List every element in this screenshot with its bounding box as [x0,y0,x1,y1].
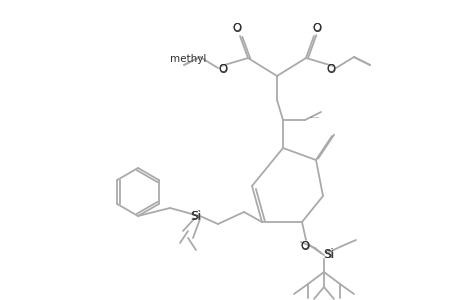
Text: O: O [300,241,309,251]
Text: Si: Si [323,250,333,260]
Text: Si: Si [190,209,201,223]
Text: O: O [326,62,335,76]
Text: methyl_stub: methyl_stub [310,116,319,118]
Text: O: O [218,62,227,76]
Text: O: O [326,64,335,74]
Text: O: O [300,239,309,253]
Text: O: O [232,22,241,34]
Text: Si: Si [323,248,334,262]
Text: O: O [218,64,227,74]
Text: O: O [312,22,321,34]
Text: Si: Si [190,211,201,221]
Text: O: O [232,23,241,33]
Text: methyl: methyl [169,54,206,64]
Text: O: O [312,23,321,33]
